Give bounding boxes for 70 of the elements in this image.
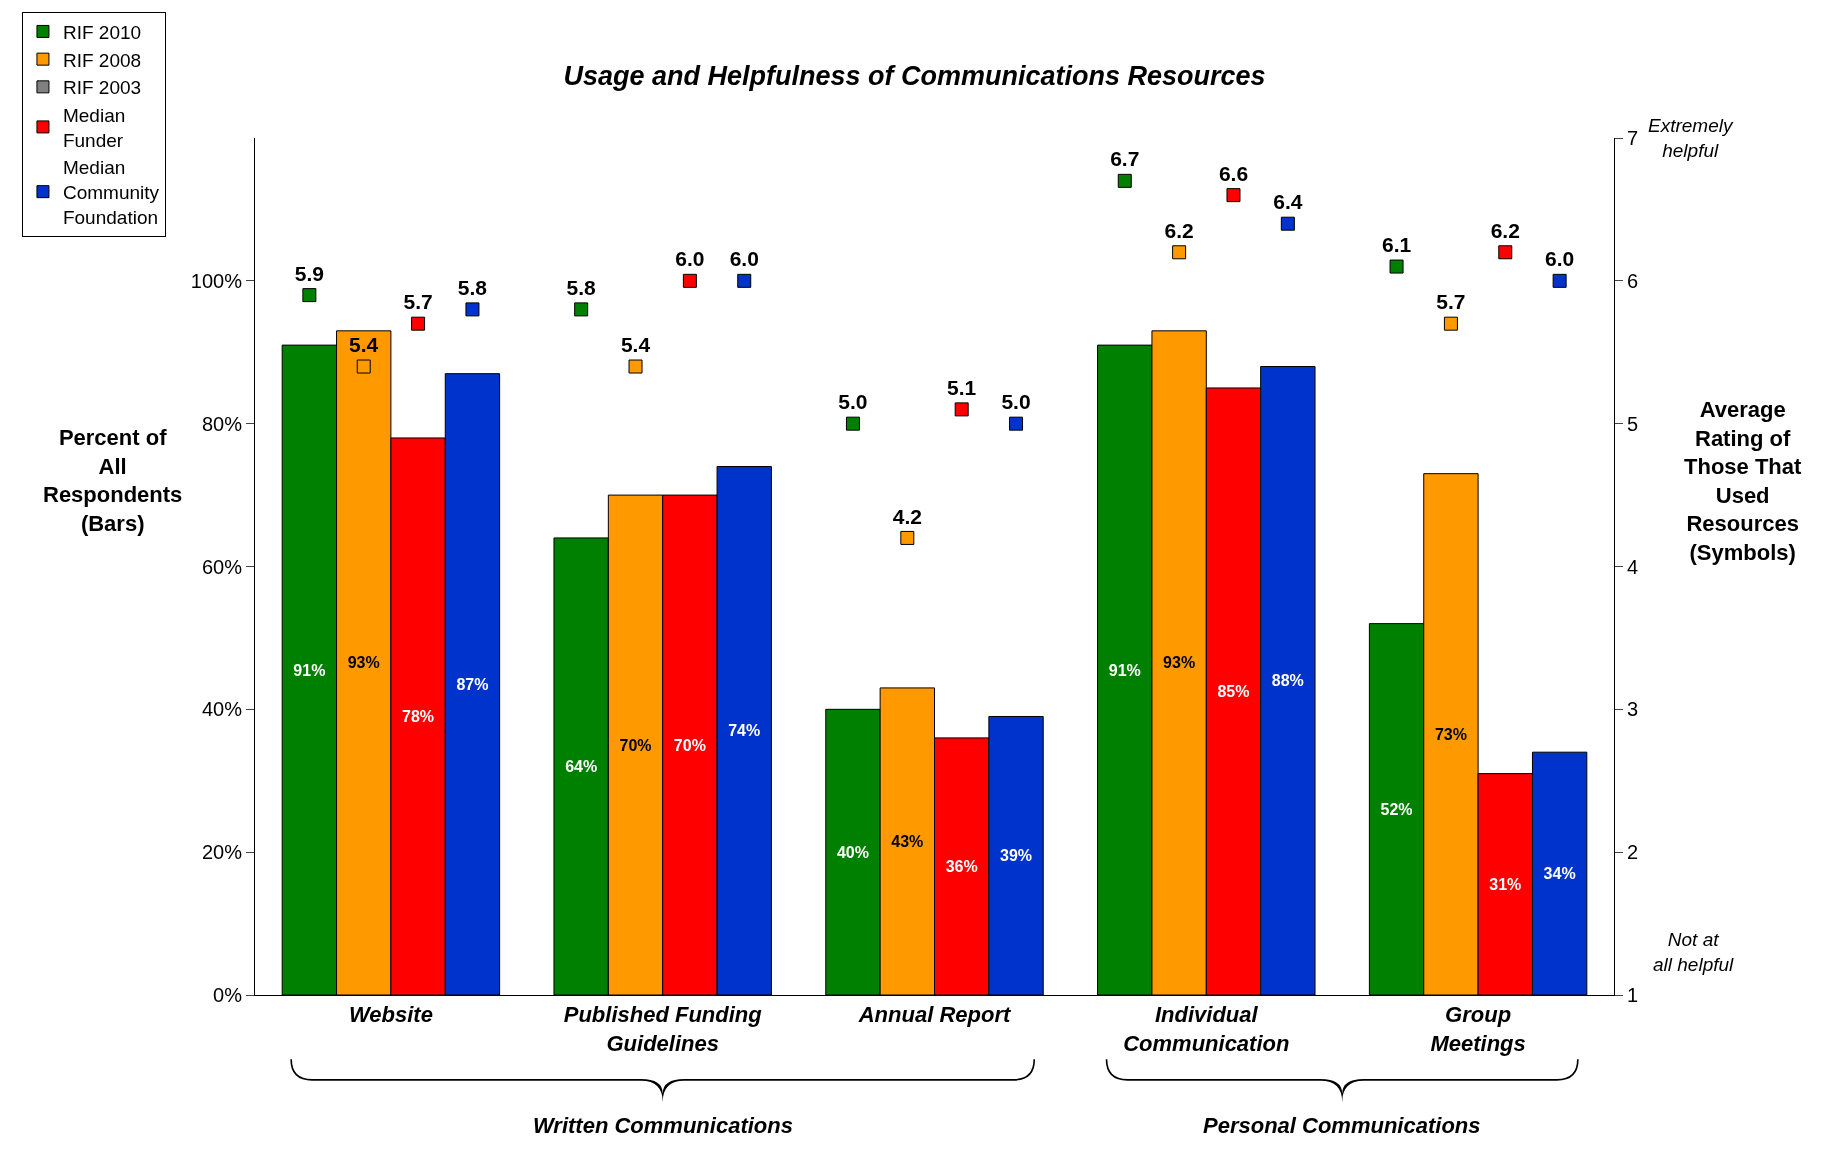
y-tick-label: 0% <box>213 984 243 1006</box>
data-label: 52% <box>1380 800 1413 818</box>
y-tick-label: 60% <box>201 555 243 578</box>
data-label: 34% <box>1543 865 1576 883</box>
data-label: 31% <box>1489 875 1522 893</box>
y-axis-title: Percent of All Respondents (Bars) <box>43 425 183 536</box>
data-label: 70% <box>673 736 706 754</box>
data-label: 6.2 <box>1164 218 1194 242</box>
data-label: 6.7 <box>1110 147 1140 171</box>
data-label: 93% <box>1163 654 1196 672</box>
x-tick-label: Website <box>348 1002 433 1028</box>
legend-label: RIF 2008 <box>62 49 142 71</box>
data-label: 5.0 <box>838 390 868 414</box>
data-label: 4.2 <box>892 504 922 528</box>
legend-label: Median Funder <box>62 104 126 151</box>
data-label: 73% <box>1434 725 1467 743</box>
data-label: 43% <box>891 832 924 850</box>
data-label: 91% <box>293 661 326 679</box>
data-label: 5.4 <box>349 333 379 357</box>
y2-tick-label: 3 <box>1627 698 1639 721</box>
data-label: 5.0 <box>1001 390 1031 414</box>
y2-tick-label: 1 <box>1627 984 1639 1006</box>
data-label: 6.0 <box>1545 247 1575 271</box>
data-label: 88% <box>1271 672 1304 690</box>
data-label: 87% <box>456 675 489 693</box>
data-label: 78% <box>402 707 435 725</box>
data-label: 6.0 <box>729 247 759 271</box>
y2-tick-label: 7 <box>1627 127 1639 149</box>
y2-tick-label: 5 <box>1627 412 1639 435</box>
y-tick-label: 80% <box>201 412 243 435</box>
legend-label: RIF 2010 <box>62 21 142 43</box>
x-tick-label: Published Funding Guidelines <box>563 1002 763 1056</box>
data-label: 64% <box>565 757 598 775</box>
data-label: 5.7 <box>1436 290 1466 314</box>
chart-title: Usage and Helpfulness of Communications Resources <box>563 60 1266 91</box>
data-label: 40% <box>836 843 869 861</box>
y2-axis-title: Average Rating of Those That Used Resources (Symbols) <box>1684 397 1803 565</box>
data-label: 70% <box>619 736 652 754</box>
data-label: 5.9 <box>294 261 324 285</box>
y-tick-label: 40% <box>201 698 243 721</box>
text: Not at all helpful <box>1653 929 1735 975</box>
legend-label: Median Community Foundation <box>62 157 160 228</box>
data-label: 5.7 <box>403 290 433 314</box>
x-tick-label: Annual Report <box>857 1002 1012 1028</box>
y2-tick-label: 6 <box>1627 269 1639 292</box>
y-tick-label: 20% <box>201 841 243 864</box>
data-label: 6.0 <box>675 247 705 271</box>
data-label: 6.6 <box>1218 161 1249 185</box>
data-label: 74% <box>728 722 761 740</box>
data-label: 91% <box>1108 661 1141 679</box>
data-label: 85% <box>1217 682 1250 700</box>
text: Written Communications <box>533 1113 793 1138</box>
x-tick-label: Group Meetings <box>1430 1002 1526 1056</box>
data-label: 36% <box>945 857 978 875</box>
legend-label: RIF 2003 <box>62 77 142 99</box>
y2-tick-label: 4 <box>1627 555 1639 578</box>
data-label: 5.8 <box>566 276 597 300</box>
text: Personal Communications <box>1203 1113 1481 1138</box>
data-label: 6.2 <box>1490 218 1520 242</box>
y2-tick-label: 2 <box>1627 841 1639 864</box>
data-label: 93% <box>347 654 380 672</box>
data-label: 6.4 <box>1273 190 1303 214</box>
data-label: 5.4 <box>620 333 651 357</box>
text: Extremely helpful <box>1648 115 1734 161</box>
x-tick-label: Individual Communication <box>1123 1002 1290 1056</box>
data-label: 5.1 <box>947 376 977 400</box>
data-label: 6.1 <box>1381 233 1412 257</box>
data-label: 5.8 <box>457 276 488 300</box>
data-label: 39% <box>1000 847 1033 865</box>
y-tick-label: 100% <box>190 269 243 292</box>
